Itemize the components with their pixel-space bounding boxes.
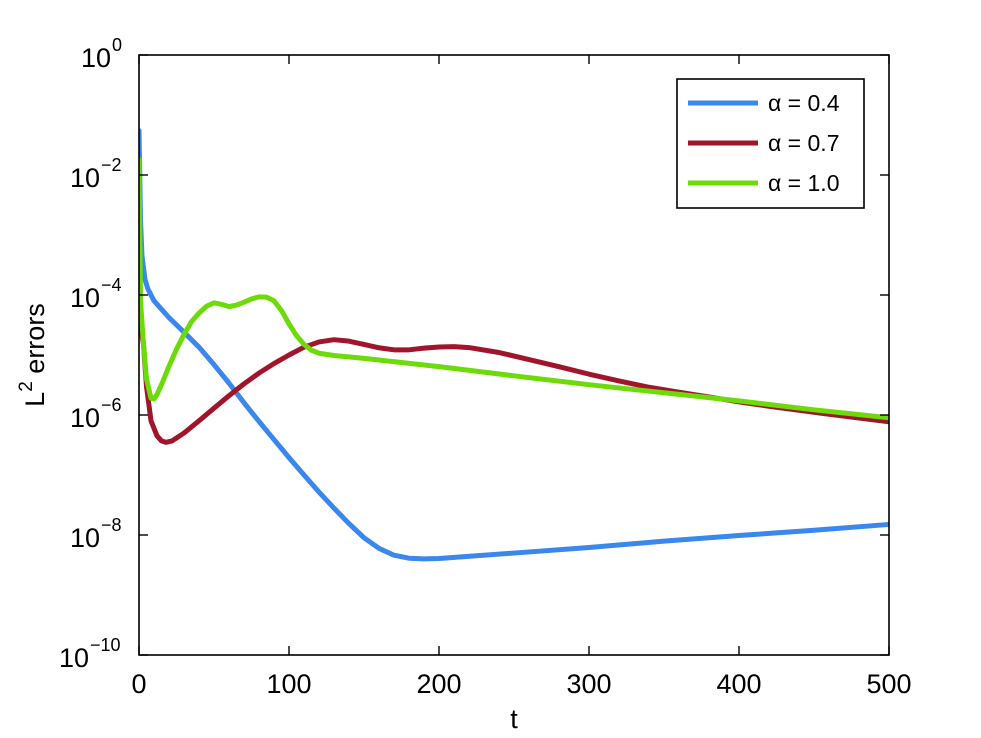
y-tick-label-exp-0: −10	[90, 635, 121, 655]
y-tick-label-base-1: 10	[70, 523, 100, 553]
y-tick-label-exp-1: −8	[101, 515, 122, 535]
ticks-group	[138, 54, 890, 656]
legend-label-alpha-0.7: α = 0.7	[768, 130, 839, 156]
y-tick-label-exp-3: −4	[101, 275, 122, 295]
y-axis-label-base: L	[20, 392, 50, 407]
plot-frame	[138, 54, 890, 656]
y-tick-label-base-3: 10	[70, 283, 100, 313]
y-axis-label-sup: 2	[16, 381, 37, 392]
y-axis-label-rest: errors	[20, 303, 50, 381]
x-tick-label-2: 200	[416, 669, 461, 699]
legend-label-alpha-0.4: α = 0.4	[768, 90, 840, 116]
y-tick-label-exp-2: −6	[101, 395, 122, 415]
legend-label-alpha-1.0: α = 1.0	[768, 170, 839, 196]
series-group	[139, 128, 889, 562]
series-line-0	[139, 128, 889, 562]
y-tick-label-exp-4: −2	[101, 155, 122, 175]
x-tick-label-1: 100	[266, 669, 311, 699]
x-tick-label-3: 300	[566, 669, 611, 699]
y-tick-label-base-4: 10	[70, 163, 100, 193]
y-tick-label-exp-5: 0	[112, 35, 122, 55]
y-axis-label: L2 errors	[16, 303, 50, 407]
x-tick-label-0: 0	[131, 669, 146, 699]
y-tick-label-base-5: 10	[81, 43, 111, 73]
x-tick-label-4: 400	[716, 669, 761, 699]
x-tick-label-5: 500	[866, 669, 911, 699]
y-tick-label-base-2: 10	[70, 403, 100, 433]
y-tick-label-base-0: 10	[59, 643, 89, 673]
legend: α = 0.4 α = 0.7 α = 1.0	[676, 78, 865, 209]
series-line-2	[139, 157, 889, 421]
x-axis-label: t	[510, 704, 518, 734]
